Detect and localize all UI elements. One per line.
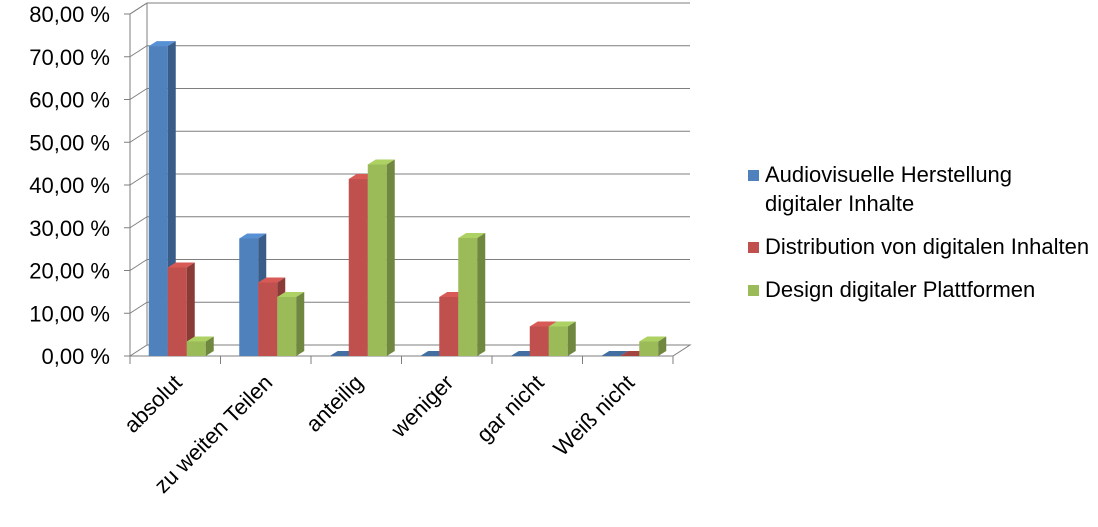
y-tick-label: 10,00 % [29,301,110,326]
gridline-diagonal [129,259,148,271]
gridline-diagonal [129,2,148,15]
bar-front [458,238,478,356]
legend-swatch-audiovisuell [748,170,759,181]
bar-side [658,336,667,356]
gridline-diagonal [129,130,148,143]
bar-side [567,321,576,356]
bar-zero-cap [601,351,629,356]
bar-front [639,341,659,356]
gridlines [129,2,690,314]
bar-front [148,46,168,356]
legend-item-audiovisuell: Audiovisuelle Herstellung digitaler Inha… [748,160,1093,218]
chart-walls [128,2,692,357]
y-tick-label: 30,00 % [29,216,110,241]
y-tick-label: 0,00 % [42,344,111,369]
bar-top [367,159,395,165]
legend-swatch-distribution [748,242,759,253]
bar-top [239,233,267,239]
bar-top [529,321,557,327]
bar-top [548,321,576,327]
gridline-diagonal [129,173,148,186]
x-tick-label: absolut [119,370,187,438]
gridline-diagonal [129,301,148,314]
x-tick-label: weniger [385,370,458,443]
legend: Audiovisuelle Herstellung digitaler Inha… [748,160,1093,318]
bar-front [529,326,549,356]
bar-top [167,262,195,268]
bar-front [258,282,278,356]
legend-item-design: Design digitaler Plattformen [748,275,1093,304]
gridline-diagonal [129,216,148,229]
bar-front [167,267,187,356]
bar-side [296,292,305,356]
legend-label-distribution: Distribution von digitalen Inhalten [765,234,1090,259]
bar-front [439,297,459,356]
x-tick-label: anteilig [301,370,368,437]
bar-front [367,164,387,356]
bar-top [639,336,667,342]
gridline-diagonal [129,45,148,58]
bar-side [386,159,395,356]
bar-side [205,336,214,356]
x-tick-label: gar nicht [471,370,548,447]
y-tick-label: 80,00 % [29,2,110,27]
bar-top [458,233,486,239]
bar-top [148,41,176,47]
bar-front [239,238,259,356]
bar-front [348,179,368,356]
y-tick-label: 50,00 % [29,130,110,155]
bar-side [186,262,195,356]
y-tick-label: 20,00 % [29,259,110,284]
legend-swatch-design [748,285,759,296]
bar-side [477,233,486,356]
y-tick-label: 60,00 % [29,88,110,113]
bar-top [186,336,214,342]
y-tick-label: 40,00 % [29,173,110,198]
legend-label-design: Design digitaler Plattformen [765,277,1036,302]
y-tick-label: 70,00 % [29,45,110,70]
bar-front [186,341,206,356]
gridline-diagonal [129,88,148,100]
bar-front [548,326,568,356]
bar-front [277,297,297,356]
bars [148,41,667,356]
x-tick-label: Weiß nicht [548,370,639,461]
bar-top [258,277,286,283]
legend-label-audiovisuell: Audiovisuelle Herstellung digitaler Inha… [765,162,1013,216]
bar-top [277,292,305,298]
y-axis-ticks: 0,00 % 10,00 % 20,00 % 30,00 % 40,00 % 50,00 … [29,2,130,369]
legend-item-distribution: Distribution von digitalen Inhalten [748,232,1093,261]
